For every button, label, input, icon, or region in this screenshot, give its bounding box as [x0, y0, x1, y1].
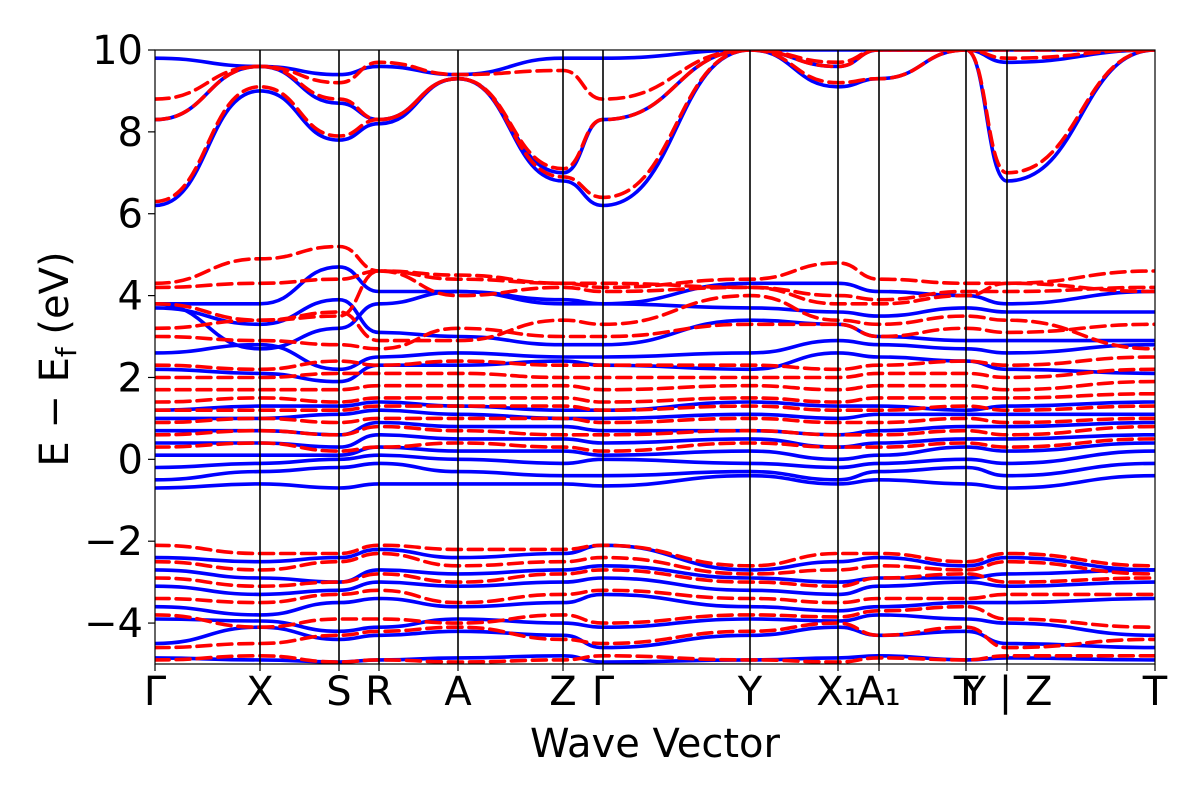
band-dashed-21	[155, 50, 1155, 171]
series-solid	[155, 50, 1155, 664]
y-tick-label: 0	[118, 437, 143, 483]
x-tick-label: T	[953, 669, 979, 715]
band-dashed-16	[155, 293, 1155, 351]
bands-layer	[155, 50, 1155, 664]
band-dashed-20	[155, 50, 1155, 204]
y-tick-label: 6	[118, 192, 143, 238]
x-tick-label: T	[1142, 669, 1168, 715]
y-axis-title-main: E − E	[32, 357, 78, 467]
band-dashed-3	[155, 588, 1155, 605]
band-dashed-19	[155, 244, 1155, 306]
y-tick-label: 10	[92, 28, 143, 74]
y-axis-title-unit: (eV)	[32, 251, 78, 347]
y-axis-title: E − Ef (eV)	[32, 251, 83, 466]
plot-frame	[154, 49, 1156, 665]
y-tick-label: −2	[84, 519, 143, 565]
band-dashed-2	[155, 604, 1155, 629]
band-solid-11	[155, 433, 1155, 449]
x-tick-label: A	[444, 669, 472, 715]
y-tick-label: 8	[118, 110, 143, 156]
band-solid-21	[155, 50, 1155, 175]
band-dashed-13	[155, 367, 1155, 380]
x-axis-title: Wave Vector	[530, 721, 781, 767]
x-tick-label: X	[246, 669, 273, 715]
y-tick-label: 4	[118, 274, 143, 320]
band-dashed-4	[155, 568, 1155, 588]
y-axis-title-subscript: f	[50, 346, 83, 357]
x-tick-label: X₁	[816, 669, 859, 715]
band-solid-8	[155, 461, 1155, 482]
band-solid-2	[155, 613, 1155, 638]
band-dashed-11	[155, 392, 1155, 404]
band-dashed-9	[155, 416, 1155, 425]
x-tick-label: Γ	[592, 669, 615, 715]
band-solid-7	[155, 473, 1155, 490]
band-dashed-5	[155, 551, 1155, 576]
band-solid-20	[155, 50, 1155, 208]
x-tick-label: S	[326, 669, 351, 715]
band-dashed-12	[155, 379, 1155, 392]
band-dashed-10	[155, 404, 1155, 413]
y-tick-label: −4	[84, 601, 143, 647]
x-tick-label: R	[365, 669, 393, 715]
y-axis: −4 −2 0 2 4 6 8 10	[84, 28, 155, 647]
x-tick-label: Y	[737, 669, 763, 715]
x-tick-label: A₁	[857, 669, 900, 715]
y-tick-label: 2	[118, 355, 143, 401]
x-tick-label: Γ	[144, 669, 167, 715]
kpoint-lines	[259, 50, 1008, 664]
x-tick-label: Y | Z	[961, 669, 1053, 715]
band-dashed-22	[155, 50, 1155, 101]
x-tick-label: Z	[549, 669, 576, 715]
